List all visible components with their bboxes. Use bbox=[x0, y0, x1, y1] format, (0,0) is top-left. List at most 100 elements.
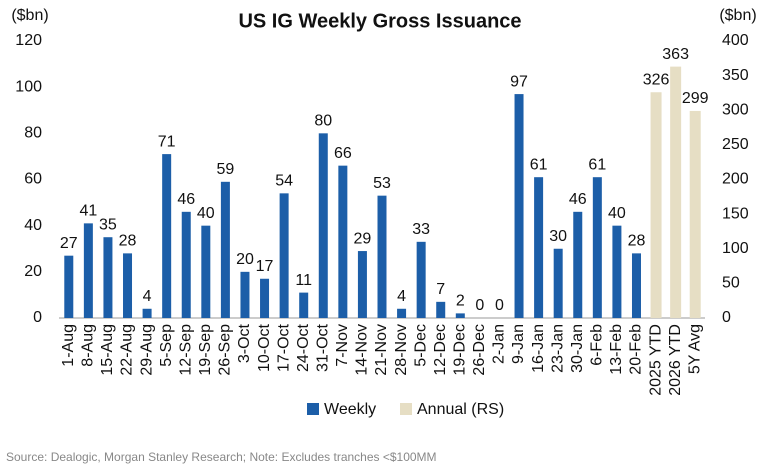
x-tick-label: 9-Jan bbox=[510, 324, 527, 364]
data-label: 59 bbox=[216, 161, 234, 178]
x-tick-label: 3-Oct bbox=[236, 323, 253, 363]
bar bbox=[83, 223, 93, 318]
x-tick-label: 29-Aug bbox=[138, 324, 155, 376]
data-label: 35 bbox=[99, 216, 117, 233]
bar bbox=[220, 181, 230, 318]
legend-swatch bbox=[307, 403, 319, 415]
data-label: 61 bbox=[588, 156, 606, 173]
y-tick-label: 100 bbox=[15, 78, 42, 95]
data-label: 17 bbox=[256, 258, 274, 275]
bar bbox=[103, 237, 113, 318]
x-tick-label: 19-Dec bbox=[452, 324, 469, 376]
bar bbox=[377, 195, 387, 318]
x-tick-label: 22-Aug bbox=[119, 324, 136, 376]
data-label: 0 bbox=[495, 297, 504, 314]
data-label: 2 bbox=[456, 293, 465, 310]
x-tick-label: 17-Oct bbox=[275, 323, 292, 372]
data-label: 97 bbox=[510, 73, 528, 90]
data-label: 66 bbox=[334, 145, 352, 162]
bar bbox=[631, 253, 641, 318]
y-tick-label: 40 bbox=[24, 217, 42, 234]
x-tick-label: 30-Jan bbox=[569, 324, 586, 373]
x-tick-label: 12-Sep bbox=[177, 324, 194, 376]
bar bbox=[573, 211, 583, 318]
x-tick-label: 13-Feb bbox=[608, 324, 625, 375]
x-tick-label: 1-Aug bbox=[60, 324, 77, 367]
data-label: 11 bbox=[295, 272, 312, 289]
data-label: 33 bbox=[412, 221, 430, 238]
x-tick-label: 5-Dec bbox=[412, 324, 429, 367]
data-label: 41 bbox=[79, 203, 97, 220]
y2-tick-label: 150 bbox=[722, 205, 749, 222]
data-label: 53 bbox=[373, 175, 391, 192]
bar bbox=[162, 154, 172, 318]
bar bbox=[416, 241, 426, 318]
x-tick-label: 6-Feb bbox=[589, 324, 606, 366]
bar bbox=[592, 177, 602, 318]
legend-label: Weekly bbox=[324, 401, 376, 418]
y-axis-label: ($bn) bbox=[11, 7, 48, 24]
bar bbox=[612, 225, 622, 318]
data-label: 46 bbox=[177, 191, 195, 208]
x-tick-label: 2025 YTD bbox=[647, 324, 664, 396]
bar bbox=[338, 165, 348, 318]
data-label: 29 bbox=[354, 230, 372, 247]
data-label: 46 bbox=[569, 191, 587, 208]
data-label: 40 bbox=[608, 205, 626, 222]
y-tick-label: 120 bbox=[15, 32, 42, 49]
bar bbox=[357, 251, 367, 318]
data-label: 7 bbox=[436, 281, 445, 298]
data-label: 20 bbox=[236, 251, 254, 268]
x-tick-label: 31-Oct bbox=[314, 323, 331, 372]
bar bbox=[142, 308, 152, 318]
data-label: 71 bbox=[158, 133, 176, 150]
data-label: 61 bbox=[530, 156, 548, 173]
bar bbox=[553, 248, 563, 318]
data-label: 4 bbox=[143, 288, 152, 305]
data-label: 326 bbox=[643, 71, 670, 88]
x-tick-label: 23-Jan bbox=[549, 324, 566, 373]
chart-title: US IG Weekly Gross Issuance bbox=[238, 10, 521, 32]
x-tick-label: 5-Sep bbox=[158, 324, 175, 367]
data-label: 54 bbox=[275, 173, 293, 190]
data-label: 30 bbox=[549, 228, 567, 245]
bar bbox=[670, 66, 682, 318]
data-label: 80 bbox=[314, 113, 332, 130]
data-label: 363 bbox=[662, 46, 689, 63]
x-tick-label: 7-Nov bbox=[334, 324, 351, 367]
bar bbox=[455, 313, 465, 318]
y-tick-label: 80 bbox=[24, 125, 42, 142]
x-tick-label: 26-Sep bbox=[217, 324, 234, 376]
y2-tick-label: 400 bbox=[722, 32, 749, 49]
x-tick-label: 5Y Avg bbox=[686, 324, 703, 374]
bar bbox=[201, 225, 211, 318]
y2-tick-label: 50 bbox=[722, 275, 740, 292]
y-tick-label: 60 bbox=[24, 171, 42, 188]
bar bbox=[299, 292, 309, 318]
x-tick-label: 12-Dec bbox=[432, 324, 449, 376]
data-label: 299 bbox=[682, 90, 709, 107]
bar bbox=[397, 308, 407, 318]
y2-tick-label: 300 bbox=[722, 101, 749, 118]
x-tick-label: 16-Jan bbox=[530, 324, 547, 373]
x-tick-label: 14-Nov bbox=[354, 324, 371, 376]
y2-tick-label: 100 bbox=[722, 240, 749, 257]
bar bbox=[240, 271, 250, 318]
bar bbox=[650, 92, 662, 319]
data-label: 4 bbox=[397, 288, 406, 305]
y2-tick-label: 200 bbox=[722, 171, 749, 188]
bar bbox=[123, 253, 133, 318]
x-tick-label: 26-Dec bbox=[471, 324, 488, 376]
x-tick-label: 8-Aug bbox=[80, 324, 97, 367]
data-label: 0 bbox=[475, 297, 484, 314]
x-tick-label: 10-Oct bbox=[256, 323, 273, 372]
bar bbox=[64, 255, 74, 318]
bar bbox=[318, 133, 328, 318]
bar bbox=[436, 301, 446, 318]
y-tick-label: 20 bbox=[24, 263, 42, 280]
y2-tick-label: 250 bbox=[722, 136, 749, 153]
data-label: 28 bbox=[628, 233, 646, 250]
y2-tick-label: 350 bbox=[722, 67, 749, 84]
x-tick-label: 19-Sep bbox=[197, 324, 214, 376]
y2-axis-label: ($bn) bbox=[719, 7, 756, 24]
